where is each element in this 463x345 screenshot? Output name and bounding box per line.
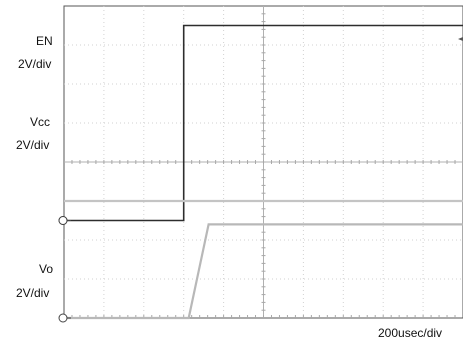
en-channel-label: EN: [36, 34, 53, 48]
en-scale-label: 2V/div: [18, 57, 52, 71]
trigger-level-marker: [458, 37, 463, 41]
vo-ground-marker: [58, 313, 68, 323]
vcc-scale-label: 2V/div: [16, 138, 50, 152]
vo-trace: [64, 223, 463, 320]
vo-scale-label: 2V/div: [16, 286, 50, 300]
vcc-ground-marker: [58, 216, 68, 225]
vcc-channel-label: Vcc: [30, 115, 51, 129]
en-trace: [64, 24, 463, 222]
ground-markers: [58, 37, 463, 323]
graticule: [63, 5, 463, 319]
traces: [64, 24, 463, 320]
timebase-label: 200usec/div: [378, 326, 443, 340]
vo-channel-label: Vo: [39, 262, 54, 276]
